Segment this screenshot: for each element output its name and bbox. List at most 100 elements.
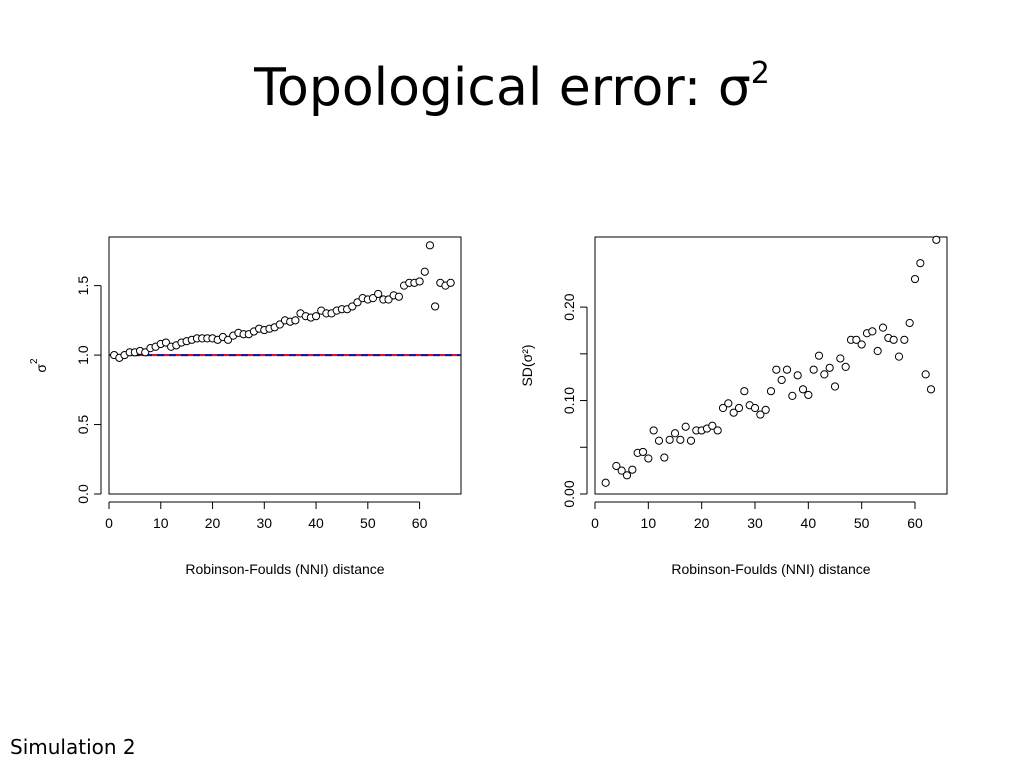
x-tick-label: 50	[360, 515, 376, 531]
data-point	[878, 323, 888, 332]
data-point	[852, 335, 861, 344]
y-tick-label: 1.0	[75, 345, 91, 365]
x-tick-label: 0	[591, 515, 599, 531]
data-point	[734, 403, 744, 413]
data-point	[782, 365, 792, 374]
x-tick-label: 60	[412, 515, 428, 531]
data-point	[374, 289, 383, 299]
y-tick-label: 0.5	[75, 415, 91, 435]
data-point	[670, 429, 680, 438]
x-tick-label: 40	[308, 515, 324, 531]
data-point	[873, 346, 882, 356]
y-tick-label: 0.0	[75, 484, 91, 504]
data-point	[644, 454, 653, 463]
data-point	[718, 403, 728, 413]
data-point	[777, 375, 786, 385]
slide-title-superscript: 2	[750, 56, 770, 91]
data-point	[868, 327, 877, 336]
footer-simulation-label: Simulation 2	[10, 735, 136, 759]
data-point	[141, 348, 150, 357]
data-point	[798, 385, 808, 394]
data-point	[820, 370, 829, 379]
sd-sigma-squared-scatter-plot: 0 10 20 30 40 50 60 0.00 0.10 0.20 Robinson-Foulds…	[519, 235, 948, 577]
data-point	[660, 453, 669, 462]
data-point	[894, 352, 904, 361]
x-tick-label: 10	[641, 515, 657, 531]
data-point	[291, 316, 300, 325]
data-point	[348, 302, 357, 311]
data-point	[729, 408, 738, 417]
data-point	[425, 241, 435, 250]
data-point	[814, 351, 824, 360]
data-point	[601, 478, 610, 487]
data-point	[223, 335, 233, 344]
data-point	[841, 362, 850, 372]
data-point	[766, 387, 776, 396]
y-tick-label: 0.00	[561, 480, 577, 507]
data-point	[628, 465, 637, 474]
x-tick-label: 20	[205, 515, 221, 531]
x-tick-label: 10	[153, 515, 169, 531]
data-point	[275, 320, 284, 329]
x-tick-label: 30	[257, 515, 273, 531]
data-point	[446, 278, 455, 287]
data-point	[756, 410, 765, 419]
y-tick-label: 0.10	[561, 387, 577, 414]
plot-frame	[594, 236, 948, 495]
data-point	[932, 235, 941, 244]
y-axis-title: SD(σ²)	[519, 344, 535, 386]
sigma-squared-scatter-plot: 0 10 20 30 40 50 60 0.0 0.5 1.0 1.5 Robinson-Foulds…	[29, 236, 462, 577]
data-point	[836, 354, 845, 363]
data-point	[804, 390, 813, 400]
data-point	[654, 436, 664, 445]
data-point	[622, 471, 632, 480]
data-point	[161, 338, 171, 347]
y-tick-label: 0.20	[561, 293, 577, 320]
data-point	[681, 422, 690, 431]
data-point	[649, 426, 658, 435]
x-tick-label: 40	[801, 515, 817, 531]
x-tick-label: 30	[747, 515, 763, 531]
data-point	[926, 385, 936, 394]
x-tick-label: 20	[694, 515, 710, 531]
x-tick-label: 0	[105, 515, 113, 531]
data-point	[420, 267, 429, 276]
data-point	[761, 405, 770, 414]
data-point	[825, 363, 834, 372]
data-point	[905, 318, 914, 328]
data-point	[638, 447, 648, 457]
plot-frame	[108, 236, 462, 495]
data-point	[724, 399, 733, 408]
data-point	[676, 435, 685, 444]
data-point	[889, 335, 898, 344]
x-axis-title: Robinson-Foulds (NNI) distance	[185, 561, 384, 577]
y-tick-label: 1.5	[75, 276, 91, 296]
data-point	[772, 365, 781, 374]
data-point	[830, 382, 840, 391]
data-point	[740, 387, 749, 396]
data-point	[394, 292, 403, 301]
data-point	[353, 298, 362, 307]
data-point	[384, 295, 393, 304]
slide-title-text: Topological error: σ	[254, 58, 751, 118]
x-axis-title: Robinson-Foulds (NNI) distance	[671, 561, 870, 577]
data-point	[368, 294, 378, 303]
x-tick-label: 50	[854, 515, 870, 531]
slide-title: Topological error: σ2	[0, 59, 1024, 115]
data-point	[415, 277, 424, 286]
data-point	[665, 435, 674, 444]
data-point	[713, 426, 722, 435]
data-point	[793, 371, 802, 380]
data-point	[900, 335, 909, 344]
data-point	[431, 302, 440, 311]
data-point	[708, 421, 717, 430]
y-axis-title: σ2	[29, 358, 50, 373]
data-point	[916, 259, 925, 268]
data-point	[857, 340, 866, 349]
data-point	[910, 274, 920, 284]
x-tick-label: 60	[907, 515, 923, 531]
data-point	[750, 403, 760, 413]
data-point	[788, 391, 797, 400]
data-point	[809, 365, 818, 374]
data-point	[311, 312, 321, 321]
